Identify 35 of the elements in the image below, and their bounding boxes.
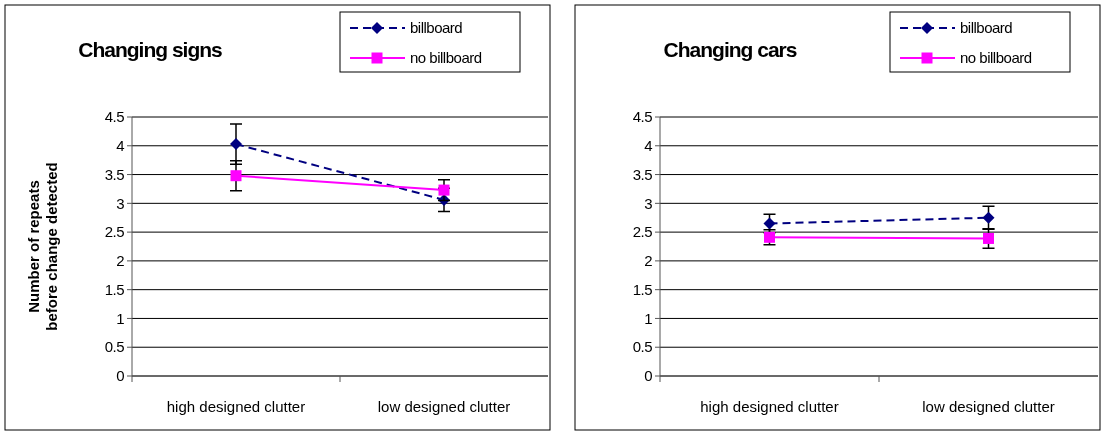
y-tick-label: 0 xyxy=(644,367,653,385)
y-tick-label: 4.5 xyxy=(632,108,653,126)
chart-title: Changing cars xyxy=(663,38,797,61)
y-tick-label: 3.5 xyxy=(104,165,125,183)
legend-label: no billboard xyxy=(960,49,1032,67)
y-tick-label: 4 xyxy=(644,137,653,155)
y-tick-label: 1.5 xyxy=(104,280,125,298)
x-tick-label: high designed clutter xyxy=(700,398,839,415)
y-tick-label: 2.5 xyxy=(104,223,125,241)
y-tick-label: 0 xyxy=(116,367,125,385)
y-tick-label: 0.5 xyxy=(104,338,125,356)
legend-label: billboard xyxy=(960,19,1013,37)
y-tick-label: 2.5 xyxy=(632,223,653,241)
x-tick-label: low designed clutter xyxy=(922,398,1055,415)
y-tick-label: 4.5 xyxy=(104,108,125,126)
y-axis-title: Number of repeats before change detected xyxy=(24,162,60,331)
legend-label: no billboard xyxy=(410,49,482,67)
point xyxy=(230,170,242,182)
y-tick-label: 1 xyxy=(644,309,653,327)
y-tick-label: 0.5 xyxy=(632,338,653,356)
x-tick-label: low designed clutter xyxy=(377,398,511,415)
y-tick-label: 1 xyxy=(116,309,125,327)
y-tick-label: 2 xyxy=(116,252,125,270)
y-tick-label: 4 xyxy=(116,137,125,155)
legend-label: billboard xyxy=(410,19,463,37)
point xyxy=(230,138,242,151)
chart-title: Changing signs xyxy=(78,38,223,61)
y-tick-label: 1.5 xyxy=(632,280,653,298)
y-tick-label: 3 xyxy=(116,194,125,212)
y-tick-label: 2 xyxy=(644,252,653,270)
x-tick-label: high designed clutter xyxy=(166,398,306,415)
point xyxy=(982,211,995,224)
y-tick-label: 3 xyxy=(644,194,653,212)
point xyxy=(438,184,450,196)
y-tick-label: 3.5 xyxy=(632,165,653,183)
